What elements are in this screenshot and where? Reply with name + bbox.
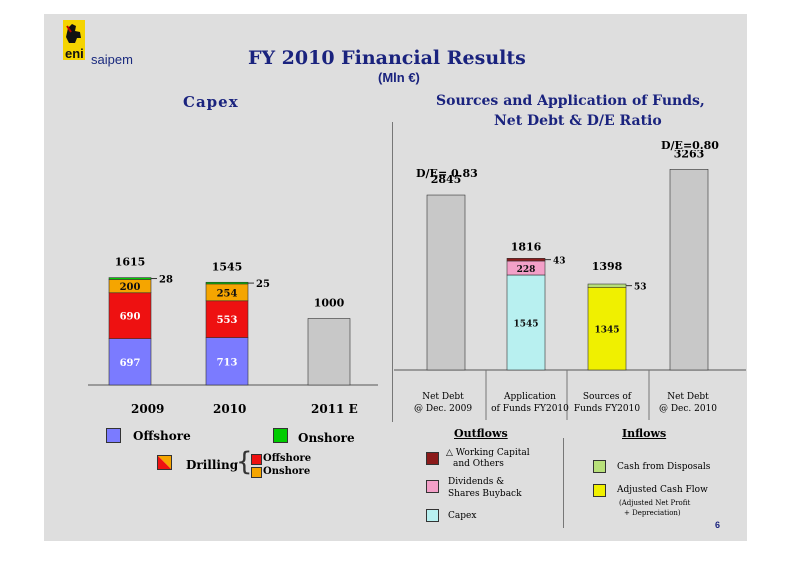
funds-cat-4: Net Debt @ Dec. 2010 [658,392,718,414]
legend-div-label-2: Shares Buyback [448,489,522,499]
funds-segment-label: 228 [517,265,536,275]
legend-drill-off-swatch [251,454,262,465]
capex-total-label: 1545 [212,260,243,273]
funds-total-label: 2845 [431,173,462,186]
capex-segment-drilling-offshore [108,292,152,339]
legend-cashflow-note-2: + Depreciation) [624,509,681,517]
legend-div-swatch [426,480,439,493]
funds-heading-line2: Net Debt & D/E Ratio [494,113,662,129]
legend-drilling-swatch [157,455,172,470]
legend-capex-label: Capex [448,511,477,521]
page-number: 6 [715,520,721,530]
logo-subtitle: saipem [91,52,133,67]
capex-segment-label: 553 [217,315,238,326]
legend-onshore-swatch [273,428,288,443]
legend-cashflow-swatch [593,484,606,497]
logo-brand: eni [65,46,84,61]
funds-segment-label: 1545 [513,319,538,329]
capex-cat-2011e: 2011 E [311,402,358,416]
capex-chart: 697 690 200 28 1615 713 553 254 25 1545 1000 [88,256,378,386]
legend-wc-label: △ Working Capital [446,448,530,458]
funds-chart: 2845 3263 1545 228 43 1816 1345 53 1398 [394,150,746,420]
capex-cat-2010: 2010 [213,402,247,416]
capex-total-label: 1000 [314,297,345,310]
capex-segment-label: 254 [217,288,238,299]
legend-div-label: Dividends & [448,477,505,487]
legend-drill-off-label: Offshore [263,453,312,464]
legend-wc-label-2: and Others [453,459,504,469]
funds-disposals-label: 53 [634,283,647,293]
legend-drilling-label: Drilling [186,458,239,472]
slide-subtitle: (Mln €) [378,70,420,85]
slide-title: FY 2010 Financial Results [248,47,526,69]
capex-segment-label: 713 [217,357,238,368]
funds-segment-label: 1345 [594,326,619,336]
legend-drill-on-swatch [251,467,262,478]
dog-logo-icon [66,24,81,43]
legend-offshore-label: Offshore [133,429,191,443]
legend-offshore-swatch [106,428,121,443]
capex-heading: Capex [183,93,239,111]
capex-segment-label: 697 [120,358,141,369]
capex-onshore-label: 25 [256,279,270,290]
legend-capex-swatch [426,509,439,522]
funds-net-debt-bar [426,194,466,371]
legend-divider [563,438,564,528]
capex-segment-label: 200 [120,282,141,293]
funds-cat-2: Application of Funds FY2010 [491,392,569,414]
funds-total-label: 3263 [674,150,705,160]
legend-wc-swatch [426,452,439,465]
legend-cashflow-note-1: (Adjusted Net Profit [619,499,691,507]
capex-segment-onshore [108,277,152,280]
funds-total-label: 1816 [511,240,542,253]
funds-application-segment [506,274,546,371]
funds-heading-line1: Sources and Application of Funds, [436,93,705,109]
capex-onshore-label: 28 [159,275,173,286]
capex-total-label: 1615 [115,256,146,269]
capex-segment-offshore [108,338,152,386]
legend-disposals-swatch [593,460,606,473]
legend-onshore-label: Onshore [298,431,355,445]
funds-sources-segment [587,283,627,288]
de-ratio-2009: D/E= 0.83 [416,167,478,180]
de-ratio-2010: D/E=0.80 [661,139,719,152]
funds-sources-segment [587,286,627,371]
funds-total-label: 1398 [592,260,623,273]
section-divider [392,122,393,422]
funds-wc-label: 43 [553,257,566,267]
legend-brace: { [236,447,253,477]
funds-application-segment [506,258,546,262]
content-panel [44,14,747,541]
funds-cat-3: Sources of Funds FY2010 [573,392,641,414]
legend-cashflow-label: Adjusted Cash Flow [617,485,708,495]
funds-cat-1: Net Debt @ Dec. 2009 [414,392,473,414]
capex-segment-onshore [205,281,249,285]
legend-disposals-label: Cash from Disposals [617,462,711,472]
legend-drill-on-label: Onshore [263,466,311,477]
capex-bar-2011e [307,318,351,386]
funds-net-debt-bar [669,169,709,371]
inflows-title: Inflows [622,427,667,440]
outflows-title: Outflows [454,427,508,440]
capex-segment-label: 690 [120,312,141,323]
capex-cat-2009: 2009 [131,402,165,416]
